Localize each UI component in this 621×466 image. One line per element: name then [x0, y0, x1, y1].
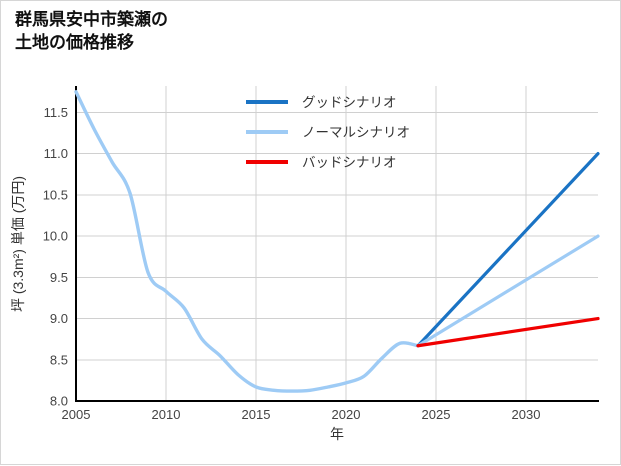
y-tick-label: 11.0 — [44, 146, 68, 161]
y-tick-label: 9.0 — [50, 311, 68, 326]
x-tick-label: 2025 — [422, 407, 451, 422]
series-line — [416, 234, 600, 348]
y-tick-label: 9.5 — [50, 270, 68, 285]
y-axis-label: 坪 (3.3m²) 単価 (万円) — [10, 176, 26, 312]
x-axis-label: 年 — [330, 426, 344, 442]
y-tick-label: 8.0 — [50, 394, 68, 409]
x-tick-label: 2020 — [332, 407, 361, 422]
gridlines-group — [75, 86, 598, 402]
y-tick-label: 8.5 — [50, 352, 68, 367]
series-line — [416, 152, 600, 348]
legend-label: ノーマルシナリオ — [302, 125, 410, 140]
data-series-group — [74, 90, 600, 393]
page-title: 群馬県安中市築瀬の 土地の価格推移 — [15, 10, 168, 52]
series-line — [416, 316, 600, 348]
y-axis-tick-labels: 8.0 8.5 9.0 9.5 10.0 10.5 11.0 11.5 — [43, 105, 68, 409]
x-tick-label: 2015 — [242, 407, 271, 422]
x-tick-label: 2010 — [152, 407, 181, 422]
y-tick-label: 10.5 — [43, 187, 68, 202]
legend-label: グッドシナリオ — [302, 95, 397, 110]
x-tick-label: 2030 — [512, 407, 541, 422]
x-axis-tick-labels: 2005 2010 2015 2020 2025 2030 — [62, 407, 541, 422]
x-tick-label: 2005 — [62, 407, 91, 422]
y-tick-label: 10.0 — [43, 229, 68, 244]
legend-label: バッドシナリオ — [302, 155, 397, 170]
series-line — [74, 90, 420, 393]
y-tick-label: 11.5 — [44, 105, 68, 120]
